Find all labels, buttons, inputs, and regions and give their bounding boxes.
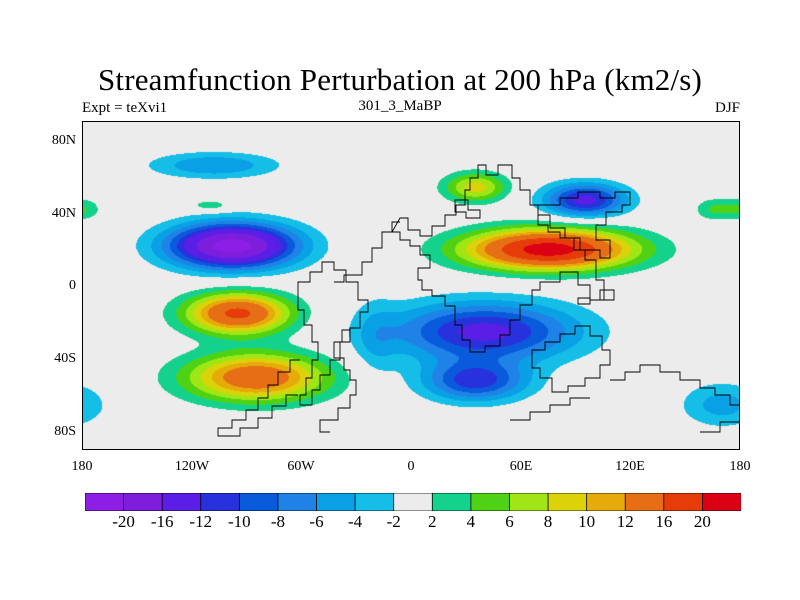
colorbar-tick-label: 2: [428, 512, 437, 531]
colorbar: [85, 493, 741, 511]
colorbar-tick-label: -4: [348, 512, 363, 531]
colorbar-swatch: [123, 493, 163, 511]
lon-label-60w: 60W: [287, 459, 315, 474]
colorbar-swatch: [161, 493, 202, 511]
colorbar-swatch: [470, 493, 511, 511]
colorbar-tick-label: -20: [112, 512, 135, 531]
lat-label-40n: 40N: [51, 206, 76, 221]
colorbar-swatch: [702, 493, 741, 511]
lat-label-40s: 40S: [54, 351, 76, 366]
lon-label-180w: 180: [71, 459, 93, 474]
colorbar-swatch: [200, 493, 241, 511]
colorbar-swatch: [85, 493, 125, 511]
colorbar-swatch: [316, 493, 356, 511]
colorbar-tick-label: -16: [150, 512, 174, 531]
experiment-label: Expt = teXvi1: [82, 100, 168, 116]
colorbar-tick-label: 12: [616, 512, 634, 531]
colorbar-swatch: [393, 493, 433, 511]
lon-label-60e: 60E: [509, 459, 533, 474]
colorbar-tick-label: 8: [543, 512, 553, 531]
colorbar-tick-label: -2: [386, 512, 401, 531]
plot-frame: [82, 121, 740, 450]
colorbar-swatch: [354, 493, 395, 511]
colorbar-swatch: [547, 493, 588, 511]
colorbar-swatch: [431, 493, 472, 511]
lat-label-80s: 80S: [54, 424, 76, 439]
season-label: DJF: [714, 100, 740, 116]
lat-label-80n: 80N: [51, 133, 76, 148]
colorbar-tick-label: 4: [466, 512, 476, 531]
lon-label-120w: 120W: [174, 459, 210, 474]
colorbar-tick-label: 20: [693, 512, 711, 531]
colorbar-tick-label: -6: [309, 512, 324, 531]
colorbar-swatch: [624, 493, 665, 511]
lon-label-180e: 180: [729, 459, 751, 474]
colorbar-tick-label: 10: [578, 512, 596, 531]
colorbar-swatch: [586, 493, 626, 511]
case-label: 301_3_MaBP: [358, 98, 442, 114]
lat-label-eq: 0: [69, 278, 76, 293]
colorbar-tick-label: -10: [228, 512, 251, 531]
colorbar-tick-label: 6: [505, 512, 514, 531]
colorbar-tick-label: 16: [655, 512, 673, 531]
colorbar-swatch: [663, 493, 704, 511]
colorbar-swatch: [509, 493, 549, 511]
colorbar-swatch: [277, 493, 318, 511]
lon-label-0: 0: [407, 459, 415, 474]
plot-title: Streamfunction Perturbation at 200 hPa (…: [97, 62, 703, 97]
colorbar-tick-label: -8: [270, 512, 286, 531]
lon-label-120e: 120E: [615, 459, 645, 474]
colorbar-swatch: [238, 493, 279, 511]
colorbar-tick-label: -12: [189, 512, 213, 531]
